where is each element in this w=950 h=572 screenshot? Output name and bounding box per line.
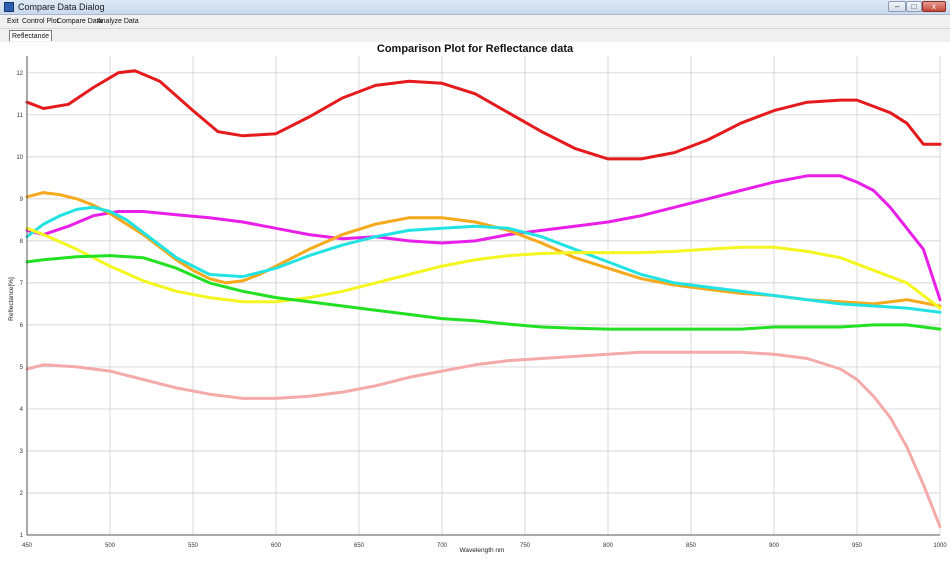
menu-control-plot[interactable]: Control Plot xyxy=(22,18,59,25)
y-tick-label: 7 xyxy=(20,281,24,287)
x-tick-label: 500 xyxy=(105,543,116,549)
window-title: Compare Data Dialog xyxy=(18,2,105,12)
reflectance-chart: 450 500 550 600 650 700 750 800 850 900 950 1000123… xyxy=(8,43,947,554)
chart-area: 450 500 550 600 650 700 750 800 850 900 950 1000 1 2 3… xyxy=(0,42,950,567)
y-tick-label: 9 xyxy=(20,197,24,203)
x-tick-label: 1000 xyxy=(933,543,947,549)
menu-exit[interactable]: Exit xyxy=(7,18,19,25)
y-tick-label: 11 xyxy=(17,113,24,119)
axes xyxy=(26,56,940,536)
minimize-button[interactable]: – xyxy=(888,1,906,12)
series-line-4 xyxy=(25,205,942,314)
x-tick-label: 650 xyxy=(354,543,365,549)
y-tick-label: 8 xyxy=(20,239,24,245)
grid xyxy=(27,56,941,536)
close-button[interactable]: x xyxy=(922,1,946,12)
x-tick-label: 700 xyxy=(437,543,448,549)
x-tick-label: 600 xyxy=(271,543,282,549)
title-bar: Compare Data Dialog – □ x xyxy=(0,0,950,15)
y-tick-label: 3 xyxy=(20,449,24,455)
tick-labels: 450 500 550 600 650 700 750 800 850 900 950 1000123… xyxy=(16,71,947,549)
x-tick-label: 750 xyxy=(520,543,531,549)
series-line-2 xyxy=(25,174,942,302)
tab-bar: Reflectance ⟨ xyxy=(0,29,950,42)
y-tick-label: 2 xyxy=(20,491,24,497)
series-line-1 xyxy=(25,69,942,161)
y-axis-label: Reflectance[%] xyxy=(8,277,15,321)
x-tick-label: 900 xyxy=(769,543,780,549)
series-line-7 xyxy=(25,350,942,529)
x-tick-label: 450 xyxy=(22,543,33,549)
x-axis-label: Wavelength nm xyxy=(460,547,505,554)
y-tick-label: 5 xyxy=(20,365,24,371)
y-tick-label: 6 xyxy=(20,323,24,329)
series-layer xyxy=(25,69,942,529)
chart-title: Comparison Plot for Reflectance data xyxy=(377,43,574,55)
app-icon xyxy=(4,2,14,12)
menu-bar: Exit Control Plot Compare Data Analyze D… xyxy=(0,15,950,29)
tab-scroll-icon[interactable]: ⟨ xyxy=(43,33,46,39)
x-tick-label: 800 xyxy=(603,543,614,549)
x-tick-label: 550 xyxy=(188,543,199,549)
y-tick-label: 1 xyxy=(20,533,24,539)
series-line-5 xyxy=(25,226,942,310)
series-line-6 xyxy=(25,254,942,331)
series-line-3 xyxy=(25,191,942,308)
x-tick-label: 950 xyxy=(852,543,863,549)
y-tick-label: 10 xyxy=(16,155,23,161)
x-tick-label: 850 xyxy=(686,543,697,549)
menu-compare-data[interactable]: Compare Data xyxy=(57,18,103,25)
y-tick-label: 4 xyxy=(20,407,24,413)
maximize-button[interactable]: □ xyxy=(906,1,922,12)
y-tick-label: 12 xyxy=(16,71,23,77)
menu-analyze-data[interactable]: Analyze Data xyxy=(97,18,139,25)
tab-reflectance[interactable]: Reflectance xyxy=(9,30,52,41)
